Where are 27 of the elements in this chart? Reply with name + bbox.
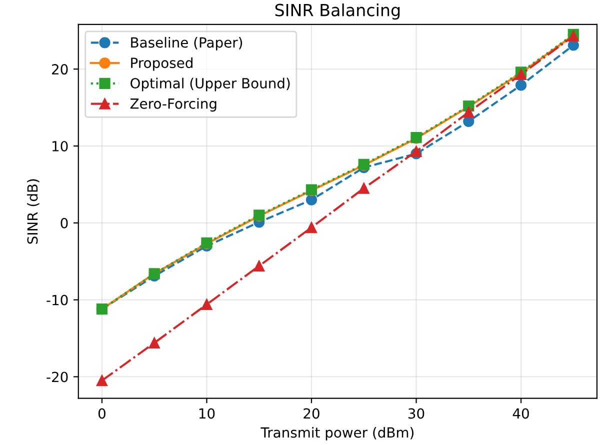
x-tick-label: 30: [408, 408, 424, 419]
point: [306, 194, 318, 206]
point: [358, 182, 370, 194]
point: [410, 146, 422, 157]
x-tick-label: 10: [199, 408, 215, 419]
x-axis-title: Transmit power (dBm): [260, 426, 414, 440]
point: [254, 260, 265, 272]
y-tick-label: -10: [46, 294, 68, 306]
y-tick-label: -20: [46, 372, 68, 382]
x-tick-label: 20: [304, 408, 320, 419]
point: [306, 222, 318, 234]
point: [96, 375, 108, 386]
x-tick-label: 40: [512, 408, 529, 419]
legend-label: Proposed: [131, 57, 192, 71]
y-axis-title: SINR (dB): [26, 179, 40, 244]
point: [201, 298, 212, 310]
y-tick-label: 0: [60, 218, 68, 228]
x-tick-label: 0: [98, 408, 106, 419]
legend-label: Optimal (Upper Bound): [130, 78, 290, 92]
point: [463, 106, 474, 118]
point: [148, 337, 160, 348]
chart-title: SINR Balancing: [275, 3, 400, 20]
point: [515, 80, 527, 91]
legend-label: Zero-Forcing: [130, 98, 216, 112]
legend-label: Baseline (Paper): [131, 36, 242, 50]
y-tick-label: 10: [52, 140, 68, 152]
y-tick-label: 20: [52, 64, 68, 75]
